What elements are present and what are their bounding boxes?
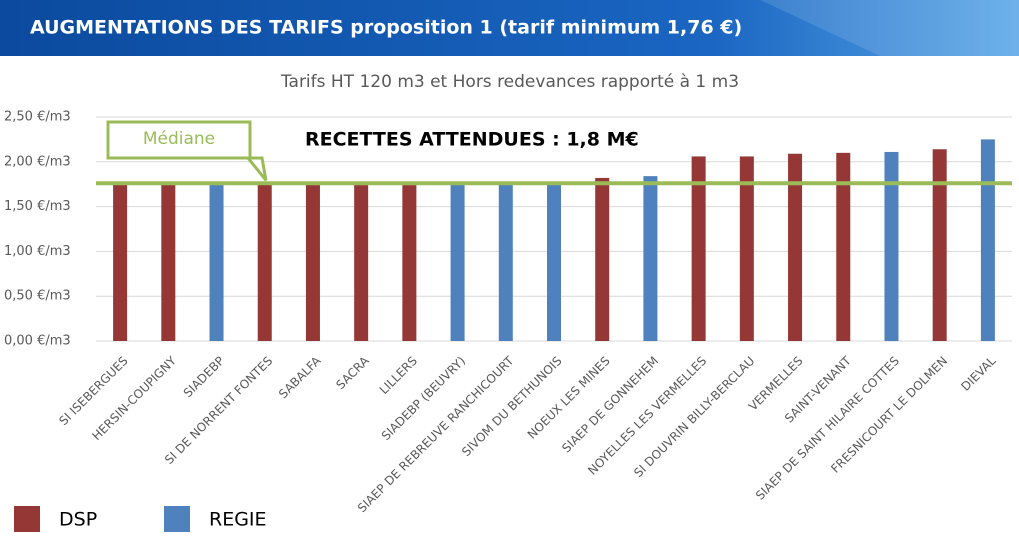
bar <box>305 183 320 341</box>
median-callout <box>106 120 268 182</box>
x-tick-label: HERSIN-COUPIGNY <box>90 353 180 443</box>
x-tick-label: SABALFA <box>276 353 324 401</box>
x-tick-label: DIEVAL <box>958 353 998 393</box>
bar <box>354 183 369 341</box>
x-tick-label: SIADEBP <box>181 354 227 400</box>
bar <box>498 183 513 341</box>
annotation: RECETTES ATTENDUES : 1,8 M€ <box>305 129 639 151</box>
bar <box>884 151 899 341</box>
bar <box>739 156 754 341</box>
bar <box>980 139 995 341</box>
header-decor <box>760 0 1019 56</box>
x-tick-label: SIVOM DU BETHUNOIS <box>459 354 564 459</box>
x-tick-label: SIAEP DE GONNEHEM <box>559 354 661 456</box>
bar <box>113 183 128 341</box>
bar <box>836 152 851 341</box>
bar <box>932 149 947 341</box>
bar <box>450 183 465 341</box>
legend-swatch <box>164 506 190 532</box>
legend-swatch <box>14 506 40 532</box>
y-tick-label: 1,00 €/m3 <box>4 244 71 259</box>
y-tick-label: 0,50 €/m3 <box>4 289 71 304</box>
header-title: AUGMENTATIONS DES TARIFS proposition 1 (… <box>30 17 742 39</box>
y-tick-label: 2,50 €/m3 <box>4 110 71 125</box>
x-tick-label: SACRA <box>333 353 372 392</box>
x-tick-label: NOEUX LES MINES <box>525 354 613 442</box>
legend-label: DSP <box>59 509 97 531</box>
x-tick-label: SIADEBP (BEUVRY) <box>379 354 468 443</box>
y-tick-label: 1,50 €/m3 <box>4 199 71 214</box>
chart-title: Tarifs HT 120 m3 et Hors redevances rapp… <box>280 72 739 92</box>
y-tick-label: 0,00 €/m3 <box>4 334 71 349</box>
bar <box>643 176 658 341</box>
bar <box>691 156 706 341</box>
bar <box>161 183 176 341</box>
bar <box>209 183 224 341</box>
bar <box>547 183 561 341</box>
legend-label: REGIE <box>209 509 267 531</box>
bar <box>402 183 417 341</box>
x-tick-label: LILLERS <box>377 354 420 397</box>
bar <box>788 153 803 341</box>
header-band <box>0 0 1019 56</box>
bar <box>257 183 272 341</box>
median-label: Médiane <box>143 129 215 149</box>
bar <box>595 177 610 341</box>
y-tick-label: 2,00 €/m3 <box>4 154 71 169</box>
